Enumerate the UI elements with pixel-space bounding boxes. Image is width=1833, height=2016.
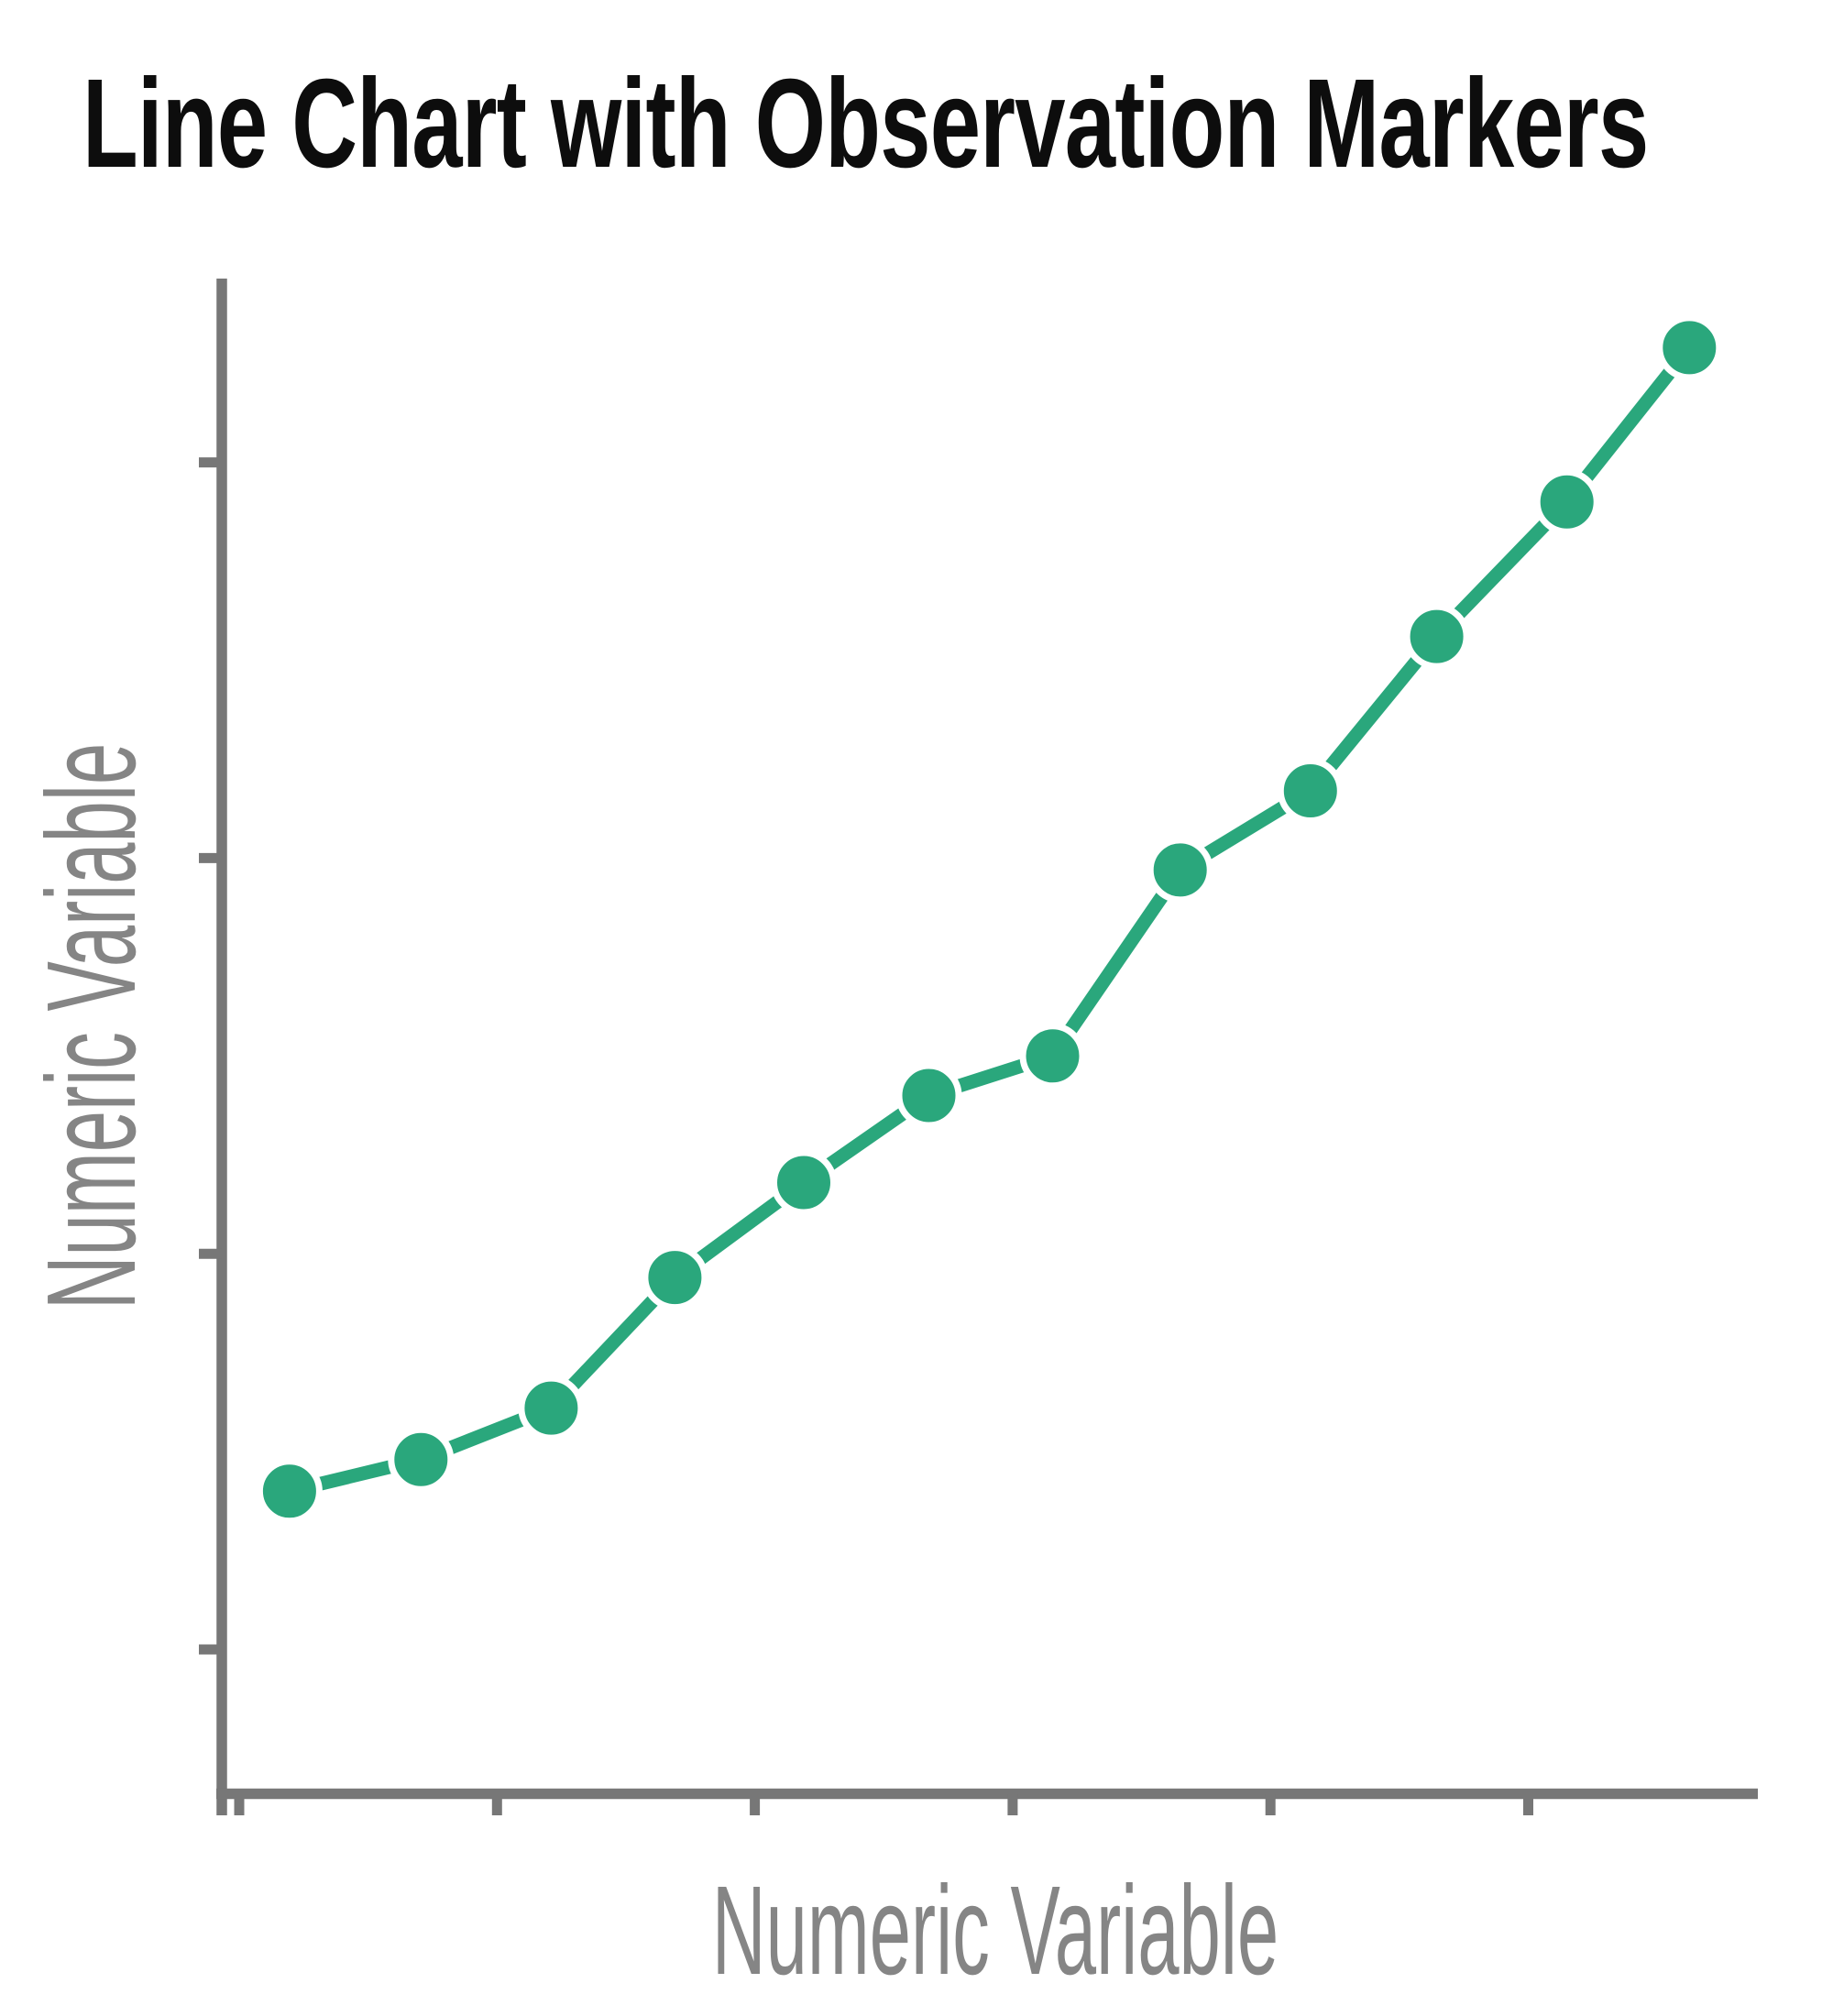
data-point-marker bbox=[518, 1375, 585, 1441]
data-point-marker bbox=[1656, 314, 1723, 381]
data-point-marker bbox=[771, 1149, 837, 1216]
data-point-marker bbox=[895, 1062, 962, 1129]
x-axis-label: Numeric Variable bbox=[711, 1860, 1279, 2001]
y-axis-label: Numeric Variable bbox=[21, 742, 162, 1310]
data-point-marker bbox=[388, 1426, 455, 1493]
data-point-marker bbox=[642, 1244, 708, 1311]
data-point-marker bbox=[1147, 837, 1213, 904]
data-point-marker bbox=[256, 1458, 323, 1525]
chart-title: Line Chart with Observation Markers bbox=[82, 53, 1649, 194]
data-point-marker bbox=[1277, 758, 1344, 824]
series-line bbox=[288, 343, 1696, 1498]
data-point-marker bbox=[1019, 1023, 1086, 1090]
data-point-marker bbox=[1403, 603, 1470, 670]
data-point-marker bbox=[1533, 468, 1600, 535]
